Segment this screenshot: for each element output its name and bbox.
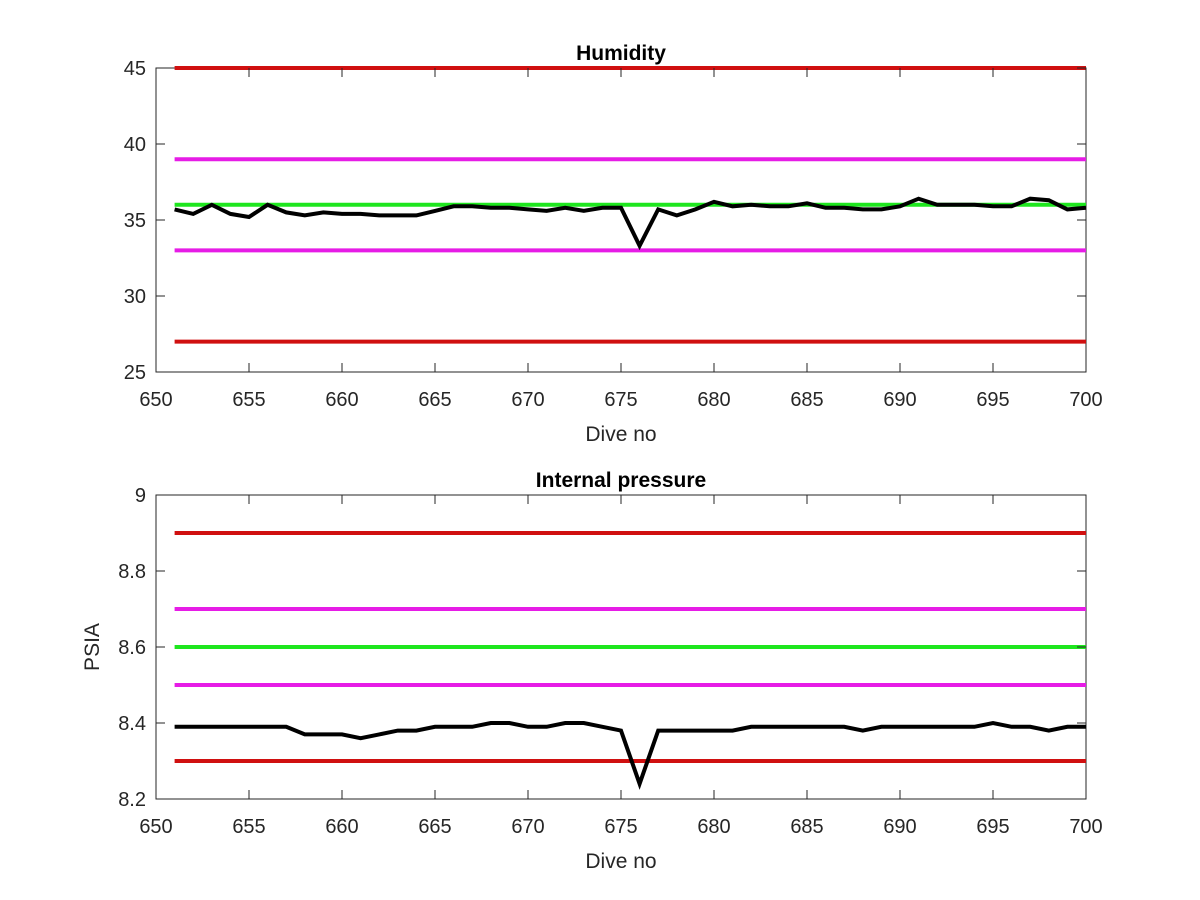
x-axis-label: Dive no [585, 850, 656, 873]
y-tick-label: 8.6 [118, 637, 146, 659]
y-tick-label: 8.2 [118, 789, 146, 811]
x-tick-label: 675 [604, 816, 637, 838]
series-line [174, 196, 1087, 251]
x-tick-label: 700 [1069, 389, 1102, 411]
x-tick-label: 670 [511, 816, 544, 838]
x-tick-label: 695 [976, 389, 1009, 411]
x-tick-label: 660 [325, 389, 358, 411]
y-tick-label: 8.4 [118, 713, 146, 735]
x-tick-label: 670 [511, 389, 544, 411]
x-tick-label: 685 [790, 816, 823, 838]
x-tick-label: 660 [325, 816, 358, 838]
x-tick-label: 665 [418, 816, 451, 838]
y-tick-label: 9 [135, 485, 146, 507]
y-tick-label: 40 [124, 134, 146, 156]
y-tick-label: 8.8 [118, 561, 146, 583]
series-line [174, 720, 1086, 790]
x-tick-label: 680 [697, 389, 730, 411]
humidity-chart: 650 655 660 665 670 675 680 685 690 695 700 25 30 35 4… [124, 42, 1103, 446]
y-tick-label: 35 [124, 210, 146, 232]
x-tick-label: 665 [418, 389, 451, 411]
x-tick-label: 655 [232, 389, 265, 411]
x-tick-label: 685 [790, 389, 823, 411]
x-tick-label: 680 [697, 816, 730, 838]
chart-title: Humidity [576, 42, 666, 65]
chart-title: Internal pressure [536, 469, 706, 492]
x-tick-label: 690 [883, 389, 916, 411]
y-tick-label: 30 [124, 286, 146, 308]
x-tick-label: 690 [883, 816, 916, 838]
x-tick-label: 695 [976, 816, 1009, 838]
y-axis-label: PSIA [81, 623, 104, 671]
x-tick-label: 675 [604, 389, 637, 411]
axes-box [155, 67, 1087, 373]
x-tick-label: 650 [139, 389, 172, 411]
y-tick-label: 45 [124, 58, 146, 80]
x-tick-label: 650 [139, 816, 172, 838]
y-tick-label: 25 [124, 362, 146, 384]
x-axis-label: Dive no [585, 423, 656, 446]
internal-pressure-chart: 650 655 660 665 670 675 680 685 690 695 700 8.2 8.4 8… [81, 469, 1103, 873]
x-tick-label: 700 [1069, 816, 1102, 838]
x-tick-label: 655 [232, 816, 265, 838]
